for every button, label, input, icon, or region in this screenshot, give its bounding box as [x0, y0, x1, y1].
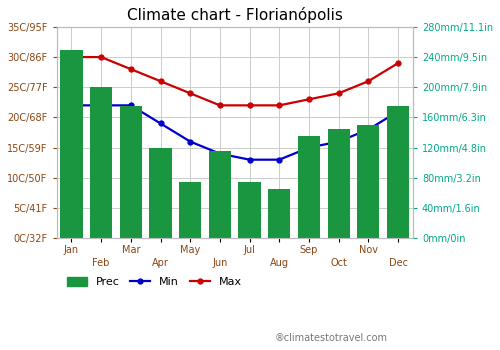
Text: Dec: Dec — [388, 258, 407, 268]
Min — [395, 109, 401, 113]
Max — [395, 61, 401, 65]
Max — [336, 91, 342, 96]
Max — [128, 67, 134, 71]
Min — [187, 139, 193, 144]
Max — [276, 103, 282, 107]
Text: Jun: Jun — [212, 258, 228, 268]
Line: Max: Max — [69, 55, 400, 108]
Min — [246, 158, 252, 162]
Max — [246, 103, 252, 107]
Bar — [298, 136, 320, 238]
Bar — [150, 148, 172, 238]
Text: Oct: Oct — [330, 258, 347, 268]
Max — [98, 55, 104, 59]
Min — [366, 127, 372, 132]
Min — [68, 103, 74, 107]
Text: Apr: Apr — [152, 258, 169, 268]
Min — [158, 121, 164, 126]
Bar — [387, 106, 409, 238]
Max — [187, 91, 193, 96]
Max — [68, 55, 74, 59]
Bar — [357, 125, 380, 238]
Line: Min: Min — [69, 103, 400, 162]
Max — [306, 97, 312, 102]
Max — [217, 103, 223, 107]
Bar — [209, 152, 231, 238]
Min — [336, 139, 342, 144]
Min — [98, 103, 104, 107]
Legend: Prec, Min, Max: Prec, Min, Max — [62, 272, 247, 292]
Min — [128, 103, 134, 107]
Text: ®climatestotravel.com: ®climatestotravel.com — [275, 333, 388, 343]
Text: Aug: Aug — [270, 258, 289, 268]
Bar — [120, 106, 142, 238]
Bar — [238, 182, 260, 238]
Title: Climate chart - Florianópolis: Climate chart - Florianópolis — [127, 7, 342, 23]
Bar — [90, 87, 112, 238]
Min — [276, 158, 282, 162]
Max — [366, 79, 372, 83]
Text: Feb: Feb — [92, 258, 110, 268]
Min — [217, 152, 223, 156]
Bar — [60, 49, 82, 238]
Max — [158, 79, 164, 83]
Bar — [328, 129, 350, 238]
Bar — [268, 189, 290, 238]
Bar — [179, 182, 202, 238]
Min — [306, 146, 312, 150]
